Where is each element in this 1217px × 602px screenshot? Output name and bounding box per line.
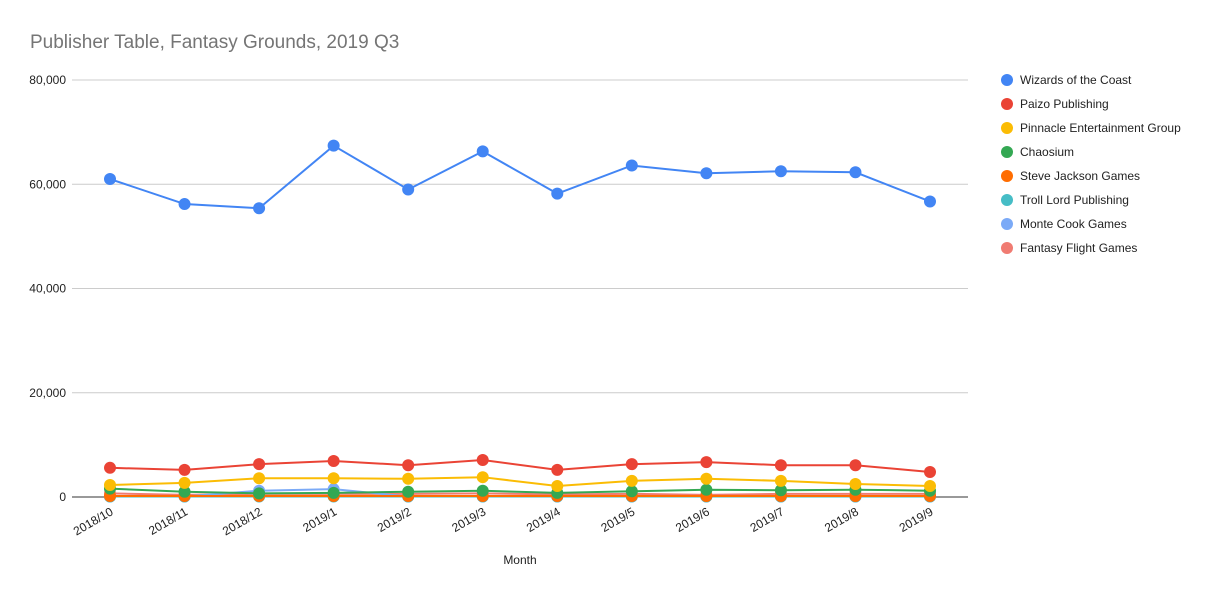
legend-marker xyxy=(1001,122,1013,134)
series-line xyxy=(109,458,931,473)
legend-label: Steve Jackson Games xyxy=(1020,169,1140,183)
data-point xyxy=(924,480,936,493)
x-tick-label: 2019/3 xyxy=(449,504,488,535)
data-point xyxy=(104,479,116,492)
data-point xyxy=(178,485,191,498)
data-point xyxy=(700,456,713,469)
legend-label: Paizo Publishing xyxy=(1020,97,1109,111)
data-point xyxy=(104,461,116,474)
x-tick-label: 2018/12 xyxy=(220,504,265,538)
data-point xyxy=(551,480,564,493)
data-point xyxy=(849,477,862,490)
series-line xyxy=(109,144,931,210)
series-line xyxy=(109,487,931,495)
data-point xyxy=(849,166,862,179)
chart-title: Publisher Table, Fantasy Grounds, 2019 Q… xyxy=(30,32,399,53)
data-point xyxy=(402,459,415,472)
data-point xyxy=(625,485,638,498)
data-point xyxy=(402,472,415,485)
data-point xyxy=(476,484,489,497)
data-point xyxy=(253,202,266,215)
x-tick-label: 2019/2 xyxy=(375,504,414,535)
data-point xyxy=(700,483,713,496)
data-point xyxy=(625,474,638,487)
y-tick-label: 0 xyxy=(59,490,66,504)
legend-marker xyxy=(1001,98,1013,110)
legend-label: Pinnacle Entertainment Group xyxy=(1020,121,1181,135)
series-line xyxy=(109,476,931,488)
data-point xyxy=(253,472,266,485)
x-tick-label: 2019/1 xyxy=(300,504,339,535)
x-tick-label: 2019/4 xyxy=(524,504,563,535)
data-point xyxy=(774,459,787,472)
data-point xyxy=(327,139,340,152)
data-point xyxy=(104,173,116,186)
data-point xyxy=(402,183,415,196)
y-tick-label: 80,000 xyxy=(29,73,66,87)
y-tick-label: 40,000 xyxy=(29,282,66,296)
legend-marker xyxy=(1001,170,1013,182)
legend-label: Fantasy Flight Games xyxy=(1020,241,1137,255)
x-axis-label: Month xyxy=(503,553,536,567)
data-point xyxy=(327,455,340,468)
data-point xyxy=(253,487,266,500)
data-point xyxy=(402,485,415,498)
legend-marker xyxy=(1001,218,1013,230)
data-point xyxy=(178,198,191,211)
data-point xyxy=(476,471,489,484)
data-point xyxy=(924,465,936,478)
data-point xyxy=(178,463,191,476)
data-point xyxy=(551,187,564,200)
data-point xyxy=(551,463,564,476)
data-point xyxy=(625,159,638,172)
legend-marker xyxy=(1001,194,1013,206)
data-point xyxy=(774,474,787,487)
legend-label: Monte Cook Games xyxy=(1020,217,1127,231)
y-tick-label: 60,000 xyxy=(29,177,66,191)
x-tick-label: 2019/8 xyxy=(822,504,861,535)
data-point xyxy=(476,145,489,158)
x-tick-label: 2019/9 xyxy=(897,504,936,535)
x-tick-label: 2019/5 xyxy=(599,504,638,535)
legend-label: Chaosium xyxy=(1020,145,1074,159)
data-point xyxy=(625,458,638,471)
data-point xyxy=(476,453,489,466)
data-point xyxy=(327,486,340,499)
data-point xyxy=(849,459,862,472)
legend-marker xyxy=(1001,242,1013,254)
y-tick-label: 20,000 xyxy=(29,386,66,400)
legend-marker xyxy=(1001,146,1013,158)
legend-label: Troll Lord Publishing xyxy=(1020,193,1129,207)
data-point xyxy=(178,476,191,489)
x-tick-label: 2019/7 xyxy=(748,504,787,535)
data-point xyxy=(327,472,340,485)
data-point xyxy=(253,458,266,471)
data-point xyxy=(700,472,713,485)
x-tick-label: 2018/11 xyxy=(146,504,190,538)
legend-label: Wizards of the Coast xyxy=(1020,73,1132,87)
data-point xyxy=(774,484,787,497)
data-point xyxy=(924,195,936,208)
data-point xyxy=(700,167,713,180)
x-tick-label: 2019/6 xyxy=(673,504,712,535)
data-point xyxy=(774,165,787,178)
legend-marker xyxy=(1001,74,1013,86)
x-tick-label: 2018/10 xyxy=(71,504,116,538)
